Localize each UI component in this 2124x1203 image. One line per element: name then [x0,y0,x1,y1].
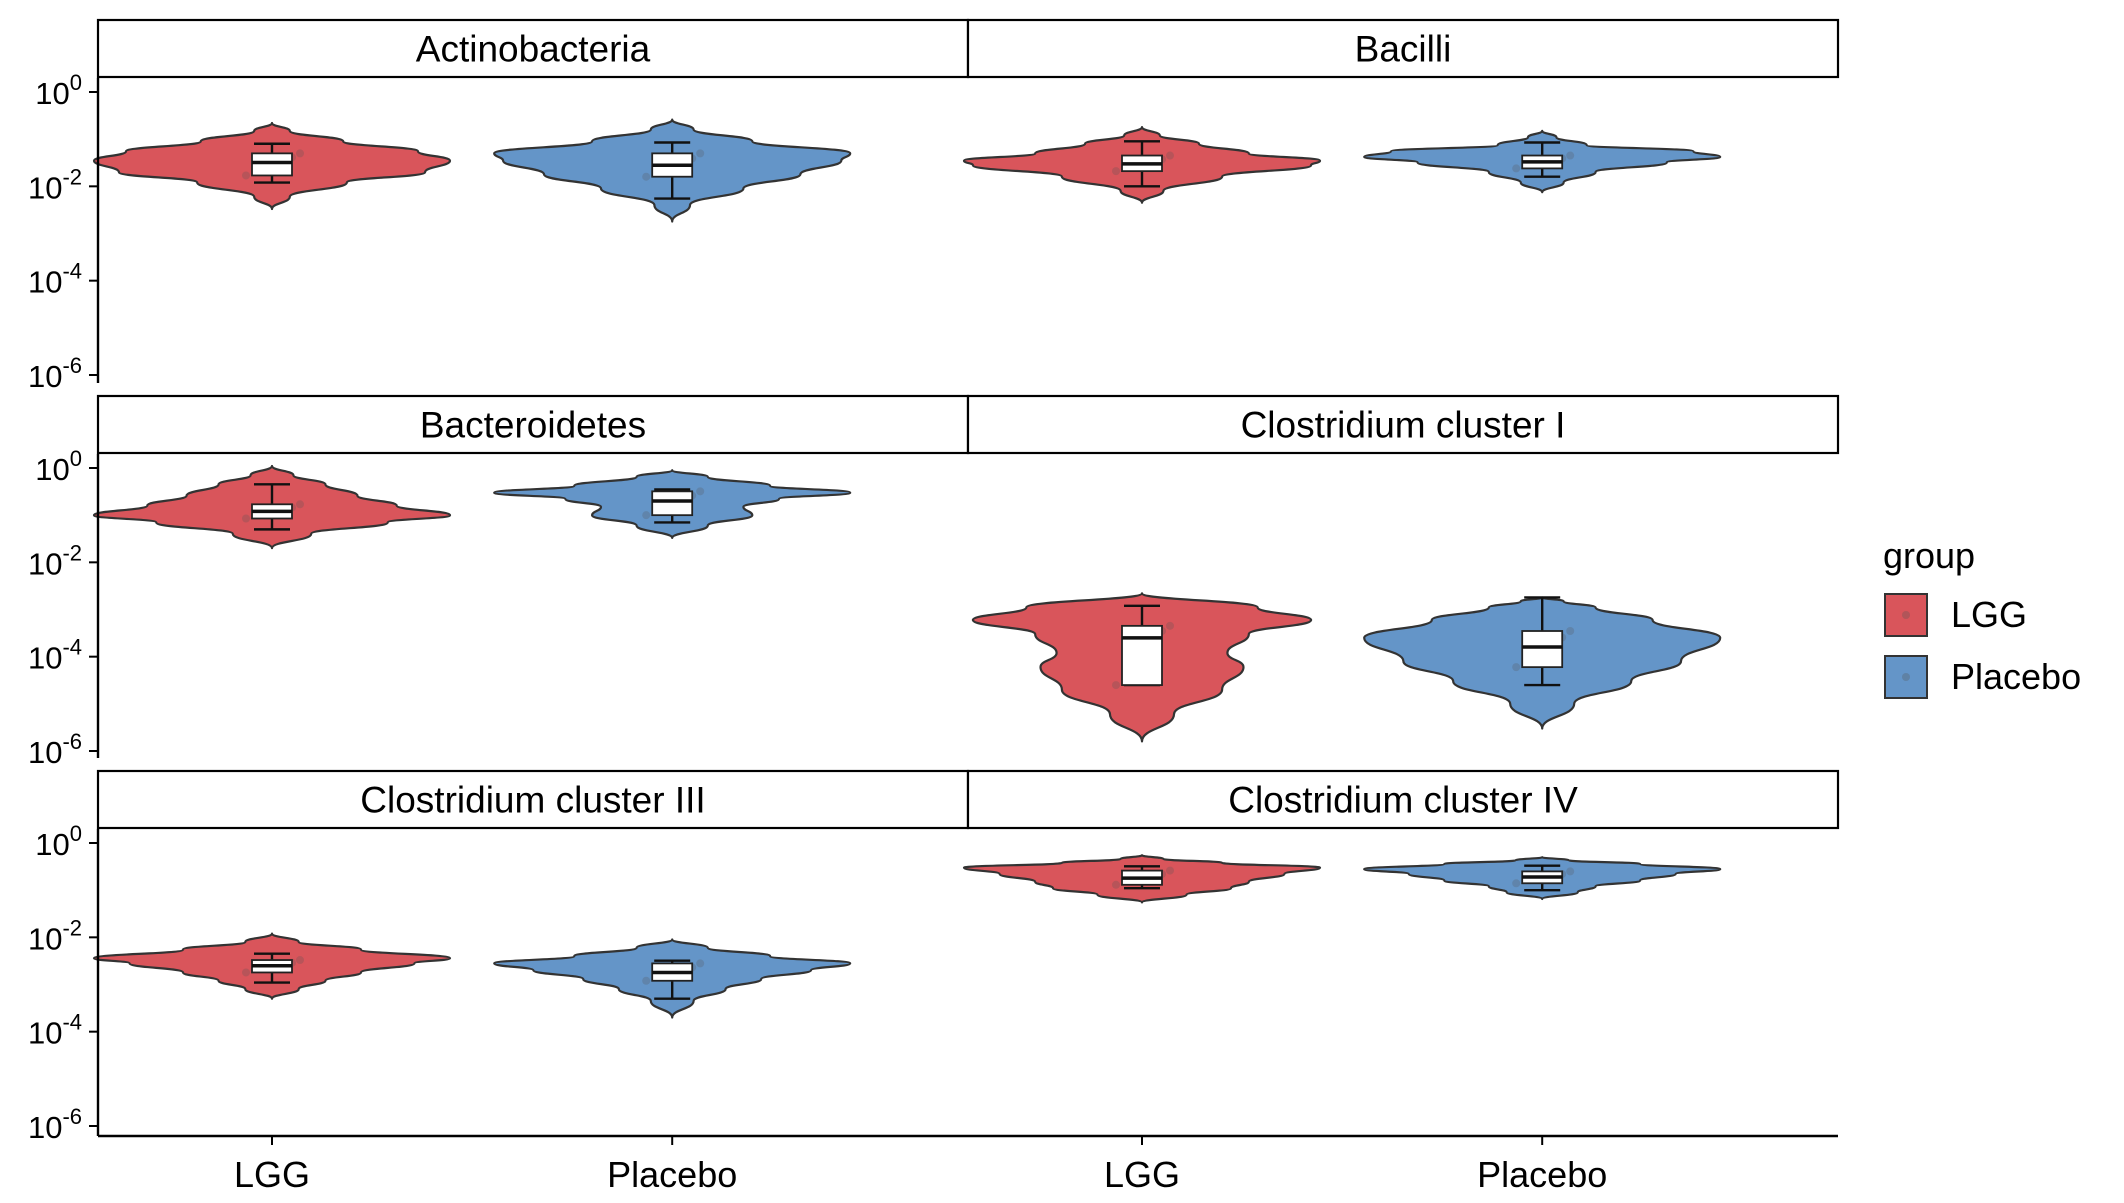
jitter-point [296,149,304,158]
y-tick-label: 10-2 [28,540,82,581]
facet-strip [96,769,970,830]
jitter-point [1566,151,1575,160]
facet-panel: Clostridium cluster I [966,394,1840,743]
legend-key [1884,593,1928,637]
jitter-point [1566,867,1575,876]
facet-title: Bacteroidetes [420,405,646,446]
jitter-point [1166,151,1174,160]
y-tick-label: 10-2 [28,915,82,956]
jitter-point [1566,627,1575,636]
jitter-point [242,171,250,180]
x-tick-label: Placebo [1477,1154,1607,1195]
facet-title: Bacilli [1355,29,1452,70]
x-tick-label: LGG [1104,1154,1180,1195]
jitter-point [242,968,250,977]
jitter-point [1512,663,1521,672]
x-tick-label: Placebo [607,1154,737,1195]
legend-title: group [1883,535,1975,576]
jitter-point [1166,866,1174,875]
y-tick-label: 10-4 [28,259,82,300]
facet-title: Clostridium cluster III [360,780,705,821]
facet-panel: Bacteroidetes 10-6 10-4 10-2 100 [28,394,970,770]
facet-strip [966,18,1840,79]
x-tick-label: LGG [234,1154,310,1195]
y-tick-label: 10-4 [28,1010,82,1051]
legend-label: LGG [1951,594,2027,635]
jitter-point [296,500,304,509]
facet-panel: Clostridium cluster III 10-6 10-4 10-2 100 LG… [28,769,970,1195]
jitter-point [1166,621,1174,630]
jitter-point [1112,167,1120,176]
jitter-point [1512,164,1521,173]
jitter-point [642,511,651,520]
jitter-point [642,172,651,181]
facet-panel: Clostridium cluster IV LGG Placebo [962,769,1840,1195]
jitter-point [242,514,250,523]
y-tick-label: 100 [35,70,82,111]
jitter-point [696,959,705,968]
facet-panel: Actinobacteria 10-6 10-4 10-2 100 [28,18,970,394]
jitter-point [1112,880,1120,889]
box [251,152,293,177]
legend: group LGG Placebo [1883,535,2081,699]
box [651,490,694,517]
box [1521,630,1564,669]
box [1121,624,1163,686]
legend-label: Placebo [1951,656,2081,697]
y-tick-label: 100 [35,821,82,862]
jitter-point [642,976,651,985]
facet-title: Clostridium cluster IV [1228,780,1578,821]
facet-strip [966,769,1840,830]
jitter-point [296,956,304,965]
y-tick-label: 10-4 [28,635,82,676]
jitter-point [1512,879,1521,888]
facet-strip [966,394,1840,455]
jitter-point [696,149,705,158]
y-tick-label: 100 [35,446,82,487]
legend-key-point [1902,673,1910,681]
legend-key-point [1902,611,1910,619]
facet-panel: Bacilli [962,18,1840,204]
y-tick-label: 10-6 [28,1104,82,1145]
facet-strip [96,18,970,79]
jitter-point [1112,681,1120,690]
y-tick-label: 10-2 [28,164,82,205]
y-tick-label: 10-6 [28,729,82,770]
facet-title: Actinobacteria [416,29,651,70]
y-tick-label: 10-6 [28,353,82,394]
legend-key [1884,655,1928,699]
jitter-point [696,487,705,496]
facet-title: Clostridium cluster I [1241,405,1566,446]
